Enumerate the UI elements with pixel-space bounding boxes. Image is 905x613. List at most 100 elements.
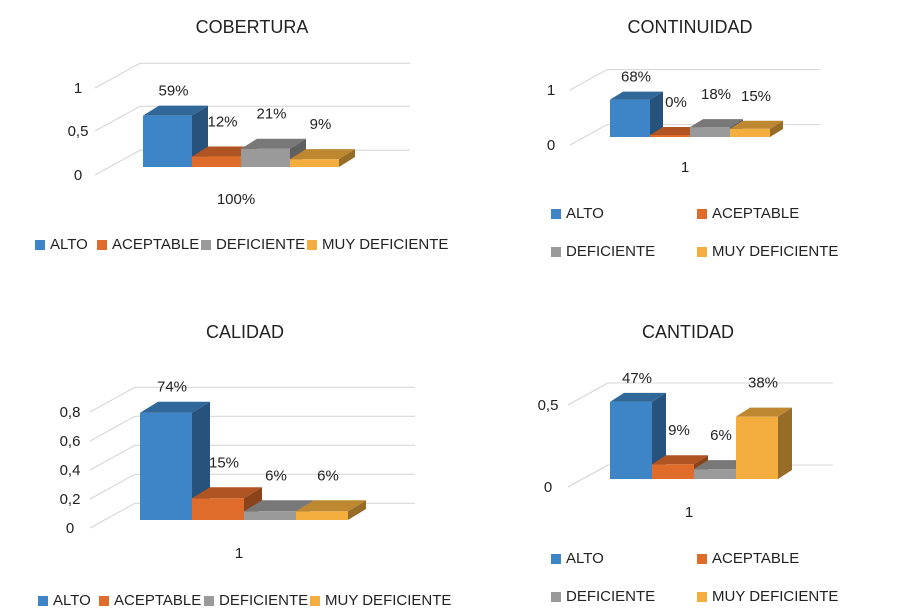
legend-item: MUY DEFICIENTE [697, 588, 838, 605]
bar-top [140, 401, 210, 413]
y-tick-label: 0,4 [60, 462, 81, 479]
legend-item: MUY DEFICIENTE [310, 592, 451, 609]
y-tick-label: 1 [74, 80, 82, 97]
legend-label: ALTO [566, 205, 604, 222]
data-label: 12% [207, 114, 237, 131]
data-label: 0% [665, 94, 687, 111]
bar-side [650, 91, 663, 137]
legend-swatch [307, 239, 317, 250]
bar-front [610, 99, 650, 137]
y-tick-label: 0 [66, 520, 74, 537]
bar-top [730, 120, 783, 129]
legend-label: ACEPTABLE [712, 205, 800, 222]
legend-swatch [697, 246, 707, 257]
data-label: 18% [701, 86, 731, 103]
legend-item: ALTO [35, 236, 88, 253]
chart-title: CALIDAD [205, 322, 285, 342]
legend-label: MUY DEFICIENTE [322, 236, 449, 253]
x-category-label: 1 [235, 545, 243, 562]
data-label: 38% [748, 375, 778, 392]
legend-label: DEFICIENTE [566, 243, 656, 260]
legend-swatch [551, 591, 561, 602]
bar-front [241, 148, 290, 167]
bar-front [140, 412, 192, 520]
gridline [89, 502, 136, 529]
bar-front [730, 128, 770, 137]
data-label: 6% [317, 467, 339, 484]
data-label: 9% [310, 116, 332, 133]
bar-top [290, 149, 355, 160]
data-label: 15% [209, 454, 239, 471]
y-tick-label: 0,6 [60, 433, 81, 450]
y-tick-label: 0,8 [60, 404, 81, 421]
data-label: 74% [157, 379, 187, 396]
y-tick-label: 0,2 [60, 491, 81, 508]
legend-item: DEFICIENTE [551, 243, 655, 260]
bar-top [192, 487, 262, 499]
bar-top [610, 91, 663, 100]
y-tick-label: 0,5 [538, 397, 559, 414]
bar-side [770, 120, 783, 137]
bar-front [694, 469, 736, 479]
x-category-label: 100% [217, 191, 255, 208]
legend-item: MUY DEFICIENTE [307, 236, 448, 253]
legend-swatch [35, 239, 45, 250]
bar [610, 91, 663, 137]
bar [290, 149, 355, 167]
bar-top [143, 105, 208, 116]
legend-item: ALTO [551, 205, 604, 222]
bar-top [296, 500, 366, 512]
legend-item: MUY DEFICIENTE [697, 243, 838, 260]
y-tick-label: 0 [544, 479, 552, 496]
gridline [89, 444, 136, 471]
bar [296, 500, 366, 520]
gridline [89, 415, 136, 442]
data-label: 6% [265, 467, 287, 484]
legend-label: ACEPTABLE [112, 236, 200, 253]
legend-swatch [97, 239, 107, 250]
bar [736, 407, 792, 479]
data-label: 6% [710, 427, 732, 444]
data-label: 59% [158, 83, 188, 100]
bar-top [610, 392, 666, 402]
gridline [89, 473, 136, 500]
bar-top [652, 455, 708, 465]
legend-item: ACEPTABLE [99, 592, 201, 609]
bar-top [241, 138, 306, 149]
chart-title: CANTIDAD [641, 322, 734, 342]
legend-label: MUY DEFICIENTE [325, 592, 452, 609]
bar-front [192, 498, 244, 520]
x-category-label: 1 [685, 504, 693, 521]
legend-item: ALTO [551, 550, 604, 567]
legend-label: DEFICIENTE [216, 236, 306, 253]
gridline [94, 62, 141, 89]
bar-front [652, 464, 694, 479]
legend-label: MUY DEFICIENTE [712, 243, 839, 260]
legend-swatch [310, 595, 320, 606]
gridline [567, 464, 609, 488]
legend-label: ALTO [566, 550, 604, 567]
bar-side [348, 500, 366, 520]
legend-item: DEFICIENTE [201, 236, 305, 253]
legend-swatch [551, 246, 561, 257]
legend-label: ACEPTABLE [114, 592, 202, 609]
legend-label: ALTO [50, 236, 88, 253]
gridline [569, 124, 608, 146]
legend-label: ALTO [53, 592, 91, 609]
chart-title: COBERTURA [195, 17, 309, 37]
x-category-label: 1 [681, 159, 689, 176]
data-label: 47% [622, 370, 652, 387]
legend-swatch [697, 208, 707, 219]
bar [652, 455, 708, 479]
bar-top [650, 127, 703, 135]
y-tick-label: 0 [547, 137, 555, 154]
legend-swatch [697, 553, 707, 564]
bar-front [736, 416, 778, 479]
gridline [569, 69, 608, 91]
legend-item: ALTO [38, 592, 91, 609]
bar-top [736, 407, 792, 417]
legend-swatch [697, 591, 707, 602]
